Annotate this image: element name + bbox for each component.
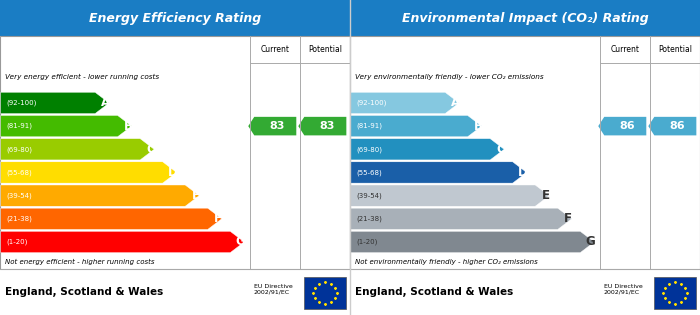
Text: Current: Current: [611, 45, 640, 54]
Text: (81-91): (81-91): [356, 123, 382, 129]
Text: F: F: [214, 212, 222, 225]
Polygon shape: [248, 117, 296, 135]
Text: B: B: [124, 120, 132, 133]
Text: (81-91): (81-91): [6, 123, 32, 129]
Polygon shape: [1, 139, 154, 160]
Text: EU Directive
2002/91/EC: EU Directive 2002/91/EC: [603, 284, 643, 295]
Text: (39-54): (39-54): [6, 192, 32, 199]
FancyBboxPatch shape: [304, 277, 346, 309]
Text: 83: 83: [269, 121, 284, 131]
Polygon shape: [1, 208, 222, 229]
Polygon shape: [648, 117, 696, 135]
Text: B: B: [474, 120, 482, 133]
Text: E: E: [192, 189, 199, 202]
FancyBboxPatch shape: [350, 0, 700, 36]
Text: (1-20): (1-20): [6, 239, 28, 245]
Text: F: F: [564, 212, 572, 225]
Polygon shape: [351, 92, 459, 114]
FancyBboxPatch shape: [654, 277, 696, 309]
Text: Environmental Impact (CO₂) Rating: Environmental Impact (CO₂) Rating: [402, 12, 648, 25]
Text: (92-100): (92-100): [356, 100, 386, 106]
Text: Current: Current: [261, 45, 290, 54]
Text: Not energy efficient - higher running costs: Not energy efficient - higher running co…: [6, 258, 155, 265]
Text: (39-54): (39-54): [356, 192, 382, 199]
Polygon shape: [351, 208, 572, 229]
Text: (69-80): (69-80): [356, 146, 382, 152]
Text: Potential: Potential: [308, 45, 342, 54]
Text: 86: 86: [669, 121, 685, 131]
Text: A: A: [101, 96, 110, 109]
Text: England, Scotland & Wales: England, Scotland & Wales: [6, 287, 164, 297]
Polygon shape: [351, 162, 526, 183]
FancyBboxPatch shape: [350, 36, 700, 269]
Text: (21-38): (21-38): [6, 215, 32, 222]
Text: E: E: [542, 189, 550, 202]
Text: 86: 86: [619, 121, 635, 131]
Polygon shape: [1, 185, 199, 206]
Text: C: C: [496, 143, 505, 156]
Polygon shape: [1, 92, 109, 114]
Text: G: G: [236, 236, 246, 249]
Text: Energy Efficiency Rating: Energy Efficiency Rating: [89, 12, 261, 25]
Text: Not environmentally friendly - higher CO₂ emissions: Not environmentally friendly - higher CO…: [355, 258, 538, 265]
Polygon shape: [351, 139, 504, 160]
Text: Very environmentally friendly - lower CO₂ emissions: Very environmentally friendly - lower CO…: [355, 74, 544, 80]
Text: (55-68): (55-68): [6, 169, 32, 176]
Text: England, Scotland & Wales: England, Scotland & Wales: [355, 287, 514, 297]
Text: 83: 83: [319, 121, 335, 131]
Polygon shape: [351, 231, 594, 253]
Text: A: A: [451, 96, 460, 109]
Polygon shape: [1, 231, 244, 253]
FancyBboxPatch shape: [0, 36, 350, 269]
Polygon shape: [1, 116, 132, 137]
Polygon shape: [351, 185, 550, 206]
Text: C: C: [146, 143, 155, 156]
Polygon shape: [1, 162, 176, 183]
Text: Very energy efficient - lower running costs: Very energy efficient - lower running co…: [6, 74, 160, 80]
Text: D: D: [518, 166, 528, 179]
Text: Potential: Potential: [658, 45, 692, 54]
Text: G: G: [586, 236, 596, 249]
Polygon shape: [598, 117, 646, 135]
Polygon shape: [298, 117, 346, 135]
Text: (1-20): (1-20): [356, 239, 378, 245]
Text: (69-80): (69-80): [6, 146, 32, 152]
Text: D: D: [168, 166, 178, 179]
Polygon shape: [351, 116, 482, 137]
Text: (92-100): (92-100): [6, 100, 36, 106]
FancyBboxPatch shape: [0, 0, 350, 36]
Text: (21-38): (21-38): [356, 215, 382, 222]
Text: (55-68): (55-68): [356, 169, 382, 176]
Text: EU Directive
2002/91/EC: EU Directive 2002/91/EC: [253, 284, 293, 295]
